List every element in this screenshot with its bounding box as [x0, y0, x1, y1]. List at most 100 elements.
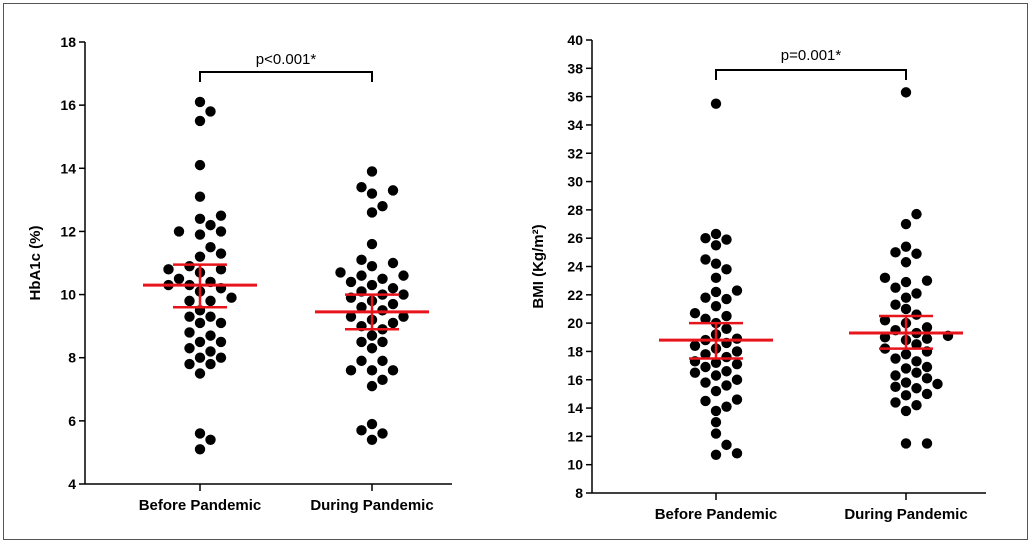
- during-bmi-point: [900, 438, 912, 449]
- before-bmi-point: [721, 401, 732, 412]
- before-hba1c-point: [205, 219, 216, 231]
- before-bmi-point: [721, 351, 732, 363]
- before-hba1c-point: [194, 159, 206, 171]
- before-bmi-point: [710, 385, 722, 397]
- during-bmi-point: [900, 405, 912, 417]
- y-axis-label: HbA1c (%): [27, 225, 44, 300]
- during-bmi-point: [911, 309, 922, 320]
- before-hba1c-point: [215, 317, 227, 329]
- during-hba1c-point: [366, 166, 378, 177]
- before-hba1c-point: [215, 226, 227, 237]
- during-hba1c-point: [356, 355, 367, 367]
- during-bmi-point: [921, 275, 933, 286]
- during-hba1c-point: [387, 317, 399, 329]
- during-hba1c-point: [377, 428, 388, 439]
- before-bmi-point: [700, 377, 711, 388]
- during-bmi-point: [900, 363, 912, 374]
- y-tick-label: 20: [567, 315, 583, 331]
- during-hba1c-point: [356, 336, 367, 348]
- before-hba1c-point: [194, 317, 206, 329]
- during-bmi-point: [900, 218, 912, 230]
- during-bmi-point: [911, 248, 922, 259]
- during-bmi-point: [900, 377, 912, 388]
- during-hba1c-point: [398, 270, 409, 281]
- before-bmi-point: [700, 349, 711, 360]
- before-hba1c-point: [194, 96, 206, 108]
- during-hba1c-point: [387, 365, 399, 376]
- before-hba1c-point: [205, 106, 216, 117]
- before-hba1c-point: [184, 260, 195, 272]
- y-tick-label: 14: [567, 400, 583, 416]
- during-bmi-point: [921, 373, 933, 384]
- before-bmi-point: [700, 395, 711, 407]
- during-bmi-point: [890, 299, 901, 310]
- before-bmi-point: [700, 292, 711, 303]
- during-bmi-point: [890, 381, 901, 393]
- during-hba1c-point: [345, 276, 357, 288]
- x-tick-label: During Pandemic: [310, 497, 433, 514]
- before-bmi-point: [721, 439, 732, 451]
- before-hba1c-point: [226, 292, 237, 303]
- y-tick-label: 34: [567, 117, 583, 133]
- significance-bracket: [199, 71, 373, 82]
- during-hba1c-point: [377, 273, 388, 284]
- before-hba1c-point: [184, 311, 195, 322]
- during-hba1c-point: [366, 365, 378, 376]
- y-tick-label: 4: [68, 476, 76, 492]
- during-bmi-point: [879, 315, 891, 326]
- during-hba1c-point: [377, 200, 388, 212]
- before-hba1c-point: [194, 251, 206, 262]
- during-hba1c-point: [356, 302, 367, 313]
- before-hba1c-point: [194, 368, 206, 379]
- y-tick-label: 26: [567, 230, 583, 246]
- y-tick-label: 36: [567, 89, 583, 105]
- during-bmi-point: [911, 288, 922, 299]
- before-hba1c-point: [184, 295, 195, 307]
- during-hba1c-point: [366, 418, 378, 430]
- before-bmi-point: [689, 340, 701, 351]
- before-hba1c-point: [205, 311, 216, 322]
- before-hba1c-point: [173, 226, 185, 237]
- during-hba1c-point: [377, 305, 388, 316]
- x-tick-label: Before Pandemic: [139, 497, 262, 514]
- during-hba1c-point: [366, 188, 378, 199]
- before-hba1c-point: [205, 358, 216, 370]
- during-bmi-point: [879, 272, 891, 284]
- during-bmi-point: [890, 247, 901, 258]
- y-tick-label: 28: [567, 202, 583, 218]
- y-tick-label: 8: [575, 485, 583, 501]
- during-bmi-point: [911, 367, 922, 378]
- before-hba1c-point: [194, 444, 206, 455]
- y-tick-label: 12: [60, 223, 76, 239]
- bmi-panel: 8 10 12 14 16 18 20 22 24 26 28 30 32 34 36 38 40 BMI (Kg…: [530, 32, 986, 523]
- before-bmi-point: [710, 228, 722, 240]
- during-bmi-point: [890, 370, 901, 381]
- before-bmi-point: [710, 449, 722, 460]
- during-hba1c-point: [356, 270, 367, 281]
- during-bmi-point: [911, 356, 922, 367]
- y-tick-label: 22: [567, 287, 583, 303]
- during-hba1c-point: [387, 185, 399, 196]
- before-bmi-point: [731, 394, 743, 405]
- before-bmi-point: [710, 272, 722, 284]
- during-bmi-point: [921, 333, 933, 344]
- during-bmi-point: [900, 349, 912, 360]
- hba1c-panel: 4 6 8 10 12 14 16 18 HbA1c (%) Before Pandemic Dur…: [27, 34, 452, 514]
- before-bmi-point: [689, 367, 701, 378]
- before-bmi-point: [710, 240, 722, 251]
- y-tick-label: 30: [567, 174, 583, 190]
- during-hba1c-point: [377, 336, 388, 348]
- during-hba1c-point: [345, 365, 357, 376]
- before-hba1c-point: [194, 213, 206, 224]
- before-bmi-point: [710, 286, 722, 298]
- x-tick-label: During Pandemic: [844, 506, 967, 523]
- during-hba1c-point: [366, 330, 378, 341]
- during-bmi-point: [900, 257, 912, 268]
- before-bmi-point: [721, 234, 732, 245]
- during-hba1c-point: [356, 425, 367, 436]
- before-bmi-point: [710, 258, 722, 269]
- y-axis-label: BMI (Kg/m²): [530, 224, 547, 308]
- y-tick-label: 16: [567, 372, 583, 388]
- before-hba1c-point: [215, 352, 227, 363]
- before-bmi-point: [689, 308, 701, 319]
